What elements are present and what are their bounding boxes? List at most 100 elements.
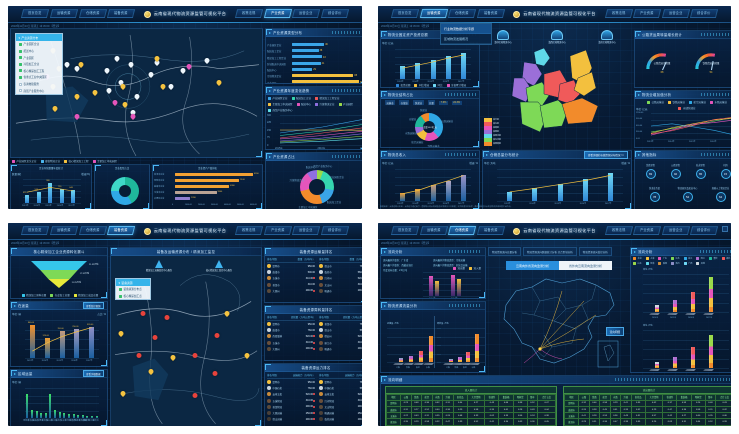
- nav-item-2-active[interactable]: 仓储资源: [447, 226, 476, 236]
- legend-entry[interactable]: 主要加工中央园区: [92, 159, 117, 163]
- rank-row[interactable]: 普洱市 760.00: [319, 321, 362, 327]
- map-pin[interactable]: [243, 351, 251, 360]
- legend-entry[interactable]: 配送加工企业: [291, 96, 311, 100]
- legend-entry[interactable]: 环比: [433, 83, 443, 87]
- map-pin-alert[interactable]: [212, 371, 218, 378]
- map-flow-tag[interactable]: 流向明细: [605, 327, 624, 336]
- rank-row[interactable]: 昆明市 950.00: [267, 263, 315, 269]
- map-pin[interactable]: [159, 82, 167, 91]
- rank-row[interactable]: 临沧运输 290.00: [319, 416, 362, 422]
- kpi-item[interactable]: 物流园区及配送中心 54: [671, 186, 704, 202]
- rank-row[interactable]: 普洱市 310.00: [267, 282, 315, 288]
- legend-entry[interactable]: 精深加工原料总量: [21, 293, 46, 297]
- province-map[interactable]: 滇中区域物流中心 滇西区域物流中心 滇东区域物流中心: [482, 30, 632, 148]
- rank-row[interactable]: 大理州 290.00: [267, 288, 315, 294]
- map-pin[interactable]: [215, 78, 223, 87]
- legend-item-6[interactable]: 农资物流服务: [16, 81, 62, 88]
- nav-item-3[interactable]: 装备资源: [476, 226, 505, 236]
- map-pin-alert[interactable]: [192, 393, 198, 400]
- nav-item-6[interactable]: 运营企业: [661, 226, 690, 236]
- map-pin-alert[interactable]: [140, 311, 146, 318]
- table-row[interactable]: 大理州0.380.260.490.530.300.440.580.350.610…: [563, 424, 731, 426]
- nav-item-6[interactable]: 运营企业: [292, 226, 321, 236]
- legend-entry[interactable]: 省级物流企业: [40, 159, 60, 163]
- legend-entry[interactable]: 河南: [645, 262, 654, 265]
- map-legend[interactable]: ▾ 装备资源 装备资源分布点 核心精深加工点: [115, 278, 151, 301]
- rank-list[interactable]: 排名/地区 运输能力（万吨/年） 昆明市 950.00 中国石化 760.00 云南交投 52…: [267, 373, 315, 422]
- segment-option-1[interactable]: 省外向云南流向监测分析: [559, 261, 612, 270]
- table-row[interactable]: 玉溪市 0.22 0.43 0.31 0.55 0.26 0.48 0.33 0.62 0.35 0…: [385, 412, 556, 420]
- rank-table[interactable]: 排名/地区 运输能力（万吨/年） 昆明市 950.00 中国石化 760.00 云南交投 52…: [265, 372, 362, 426]
- flow-table-left[interactable]: 流入量统计 地区 公路 铁路 航空 水路 冷链 危化品 大宗货物 快递件 集装箱 零担货 整车 合计占比…: [385, 386, 557, 426]
- yunnan-province-shape[interactable]: [482, 44, 632, 144]
- china-map[interactable]: 流向明细: [488, 271, 628, 373]
- nav-item-4[interactable]: 政策法规: [604, 9, 633, 19]
- close-icon[interactable]: [722, 226, 728, 232]
- nav-item-6[interactable]: 运营企业: [292, 9, 321, 19]
- rank-row[interactable]: 保山运输 290.00: [267, 416, 315, 422]
- legend-entry[interactable]: 全省累计增速: [446, 83, 466, 87]
- rank-row[interactable]: 昭通运输 250.00: [319, 410, 362, 416]
- table-row[interactable]: 大理州0.240.450.620.310.530.280.490.360.590…: [385, 424, 556, 426]
- legend-entry[interactable]: 主要加工中央园区: [268, 102, 293, 106]
- nav-item-3-active[interactable]: 装备资源: [106, 226, 135, 236]
- nav-item-3[interactable]: 装备资源: [476, 9, 505, 19]
- tag[interactable]: 仓储业: [399, 100, 410, 105]
- city-map[interactable]: ▾ 产业资源分布 产业园区企业 配送中心 产业园区 冷链加工企业 核心精深加工工…: [11, 29, 262, 157]
- map-pin[interactable]: [117, 329, 125, 338]
- rank-row[interactable]: 玉溪市 310.00: [267, 340, 315, 346]
- legend-entry[interactable]: 水路运输业: [710, 100, 727, 104]
- map-pin[interactable]: [133, 92, 141, 101]
- map-pin-alert[interactable]: [192, 353, 198, 360]
- tab-0[interactable]: 物流资源流向总量分析: [488, 247, 522, 256]
- legend-entry[interactable]: 配送中心: [296, 102, 311, 106]
- rank-row[interactable]: 云南交投 520.00: [267, 391, 315, 397]
- legend-entry[interactable]: 核心精深加工工程: [64, 159, 89, 163]
- legend-item-0[interactable]: 装备资源分布点: [116, 286, 150, 293]
- rank-row[interactable]: 普洱物流 290.00: [267, 404, 315, 410]
- rank-row[interactable]: 中国石化 560.00: [319, 385, 362, 391]
- province-legend[interactable]: 滇中区 滇东区 滇南区 滇西区 滇西北区 滇东北区 滇西南区: [484, 118, 510, 146]
- map-pin[interactable]: [103, 66, 111, 75]
- map-pin[interactable]: [63, 60, 71, 69]
- rank-list[interactable]: 排名/地区 数量（万吨/年） 保山市 760.00 临沧市 560.00 红河州 520.00…: [319, 257, 362, 294]
- legend-item-2[interactable]: 产业园区: [16, 54, 62, 61]
- legend-item-1[interactable]: 核心精深加工点: [116, 293, 150, 300]
- rank-row[interactable]: 西双版纳 520.00: [267, 333, 315, 339]
- nav-item-7[interactable]: 综合评价: [320, 226, 349, 236]
- nav-item-0[interactable]: 首页总览: [21, 9, 50, 19]
- tag[interactable]: 运输业: [385, 100, 396, 105]
- legend-entry[interactable]: 流入量: [468, 266, 481, 270]
- legend-entry[interactable]: 精深加工工程企业: [315, 96, 340, 100]
- rank-row[interactable]: 曲靖市 760.00: [267, 327, 315, 333]
- view-detail-button[interactable]: 查看详细数据: [82, 370, 104, 378]
- legend-entry[interactable]: 山东: [633, 262, 642, 265]
- legend-item-4[interactable]: 核心精深加工工程: [16, 68, 62, 75]
- nav-item-5-active[interactable]: 产业资源: [263, 9, 292, 19]
- rank-row[interactable]: 文山州 310.00: [319, 282, 362, 288]
- rank-row[interactable]: 大理州 290.00: [267, 346, 315, 352]
- legend-entry[interactable]: 流出量: [452, 266, 465, 270]
- nav-item-0[interactable]: 首页总览: [390, 9, 419, 19]
- map-pin[interactable]: [203, 56, 211, 65]
- map-legend[interactable]: ▾ 产业资源分布 产业园区企业 配送中心 产业园区 冷链加工企业 核心精深加工工…: [15, 33, 63, 95]
- legend-entry[interactable]: 航空运输业: [689, 100, 706, 104]
- nav-item-6[interactable]: 运营企业: [661, 9, 690, 19]
- map-pin[interactable]: [119, 389, 127, 398]
- nav-item-0[interactable]: 首页总览: [21, 226, 50, 236]
- rank-table[interactable]: 排名/地区 周转量（万吨公里/年） 昆明市 950.00 曲靖市 760.00 西双版纳 52…: [265, 314, 362, 360]
- rank-list[interactable]: 排名/地区 运输能力（万吨/年） 昆明市 760.00 中国石化 560.00 云南交投 52…: [319, 373, 362, 422]
- legend-entry[interactable]: 广东: [658, 257, 667, 260]
- rank-row[interactable]: 昆明市 950.00: [267, 321, 315, 327]
- legend-entry[interactable]: 产业园区企业: [268, 96, 288, 100]
- transport-map[interactable]: 精深加工运输监控中心服务 核心精深加工监控中心服务 ▾ 装备资源 装备资源分布点 …: [111, 256, 261, 426]
- map-pin[interactable]: [223, 309, 231, 318]
- legend-entry[interactable]: 冷链物流企业: [315, 102, 335, 106]
- legend-item-7[interactable]: 商贸产业服务中心: [16, 87, 62, 94]
- nav-dropdown-menu[interactable]: 行业物流数据分析专题 区域物流发展概况: [440, 23, 492, 45]
- map-pin[interactable]: [113, 54, 121, 63]
- legend-entry[interactable]: 重庆: [708, 257, 718, 260]
- table-row[interactable]: 玉溪市 0.41 0.28 0.53 0.36 0.49 0.31 0.57 0.42 0.27 0…: [563, 412, 731, 420]
- legend-item-5[interactable]: 省重点工业中央园区: [16, 74, 62, 81]
- nav-item-5[interactable]: 产业资源: [633, 9, 662, 19]
